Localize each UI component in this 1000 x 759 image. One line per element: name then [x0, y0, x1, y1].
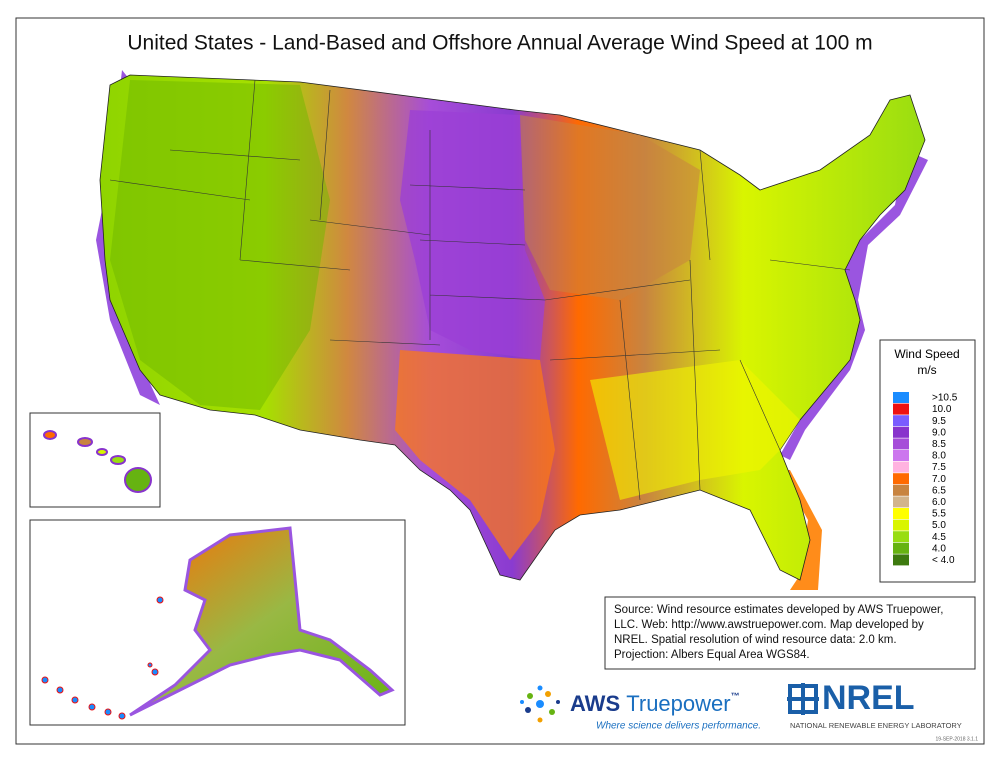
region-great-plains [400, 110, 545, 360]
legend-swatch [893, 403, 909, 415]
region-midwest [520, 115, 700, 300]
region-west [110, 80, 330, 410]
legend-swatch [893, 542, 909, 554]
aws-name: AWS Truepower™ [570, 691, 740, 716]
legend-swatch [893, 519, 909, 531]
legend-swatch [893, 496, 909, 508]
legend-label: >10.5 [932, 393, 958, 404]
source-line: Source: Wind resource estimates develope… [614, 604, 943, 616]
state-lines [109, 79, 851, 501]
nrel-name: NREL [822, 679, 915, 717]
legend-label: 4.5 [932, 532, 946, 543]
legend-label: 6.0 [932, 497, 946, 508]
legend-swatch [893, 531, 909, 543]
source-line: NREL. Spatial resolution of wind resourc… [614, 634, 897, 646]
frame [15, 17, 985, 745]
hawaii-inset [29, 412, 161, 508]
legend-swatch [893, 450, 909, 461]
legend-items: >10.510.09.59.08.58.07.57.06.56.05.55.04… [893, 392, 958, 566]
legend-label: 8.5 [932, 439, 946, 450]
legend-label: 5.5 [932, 509, 946, 520]
legend-swatch [893, 461, 909, 473]
source-line: LLC. Web: http://www.awstruepower.com. M… [614, 619, 924, 631]
legend-label: 9.5 [932, 416, 946, 427]
legend-swatch [893, 415, 909, 427]
aws-name-2: Truepower [626, 691, 730, 716]
offshore-gulf [780, 470, 822, 590]
legend-label: 4.0 [932, 543, 946, 554]
legend-label: 9.0 [932, 427, 946, 438]
nrel-full: NATIONAL RENEWABLE ENERGY LABORATORY [790, 721, 962, 730]
aws-logo-mark [520, 685, 560, 723]
legend-label: 10.0 [932, 404, 952, 415]
legend-swatch [893, 473, 909, 485]
legend-label: < 4.0 [932, 555, 955, 566]
source-box [604, 596, 976, 670]
legend-label: 7.5 [932, 462, 946, 473]
hawaii-islands [43, 430, 152, 493]
legend-swatch [893, 554, 909, 566]
legend-label: 8.0 [932, 451, 946, 462]
legend-swatch [893, 426, 909, 438]
source-line: Projection: Albers Equal Area WGS84. [614, 649, 810, 661]
alaska-land [129, 526, 395, 717]
map-title: United States - Land-Based and Offshore … [127, 32, 872, 55]
map-code: 19-SEP-2018 3.1.1 [935, 736, 978, 742]
source-text: Source: Wind resource estimates develope… [614, 604, 943, 661]
legend-swatch [893, 484, 909, 496]
aws-tagline: Where science delivers performance. [596, 721, 761, 732]
region-southeast [590, 360, 800, 500]
region-texas [395, 350, 555, 560]
aleutian-islands [41, 596, 164, 720]
aws-tm: ™ [731, 691, 740, 701]
legend-swatch [893, 392, 909, 403]
legend-label: 7.0 [932, 474, 946, 485]
legend-swatch [893, 508, 909, 519]
aws-name-1: AWS [570, 691, 620, 716]
legend-title: Wind Speed [894, 347, 959, 361]
offshore-band [96, 70, 160, 405]
legend-label: 5.0 [932, 520, 946, 531]
legend-label: 6.5 [932, 485, 946, 496]
legend-unit: m/s [917, 363, 936, 377]
legend-swatch [893, 438, 909, 450]
nrel-mark [787, 683, 819, 715]
